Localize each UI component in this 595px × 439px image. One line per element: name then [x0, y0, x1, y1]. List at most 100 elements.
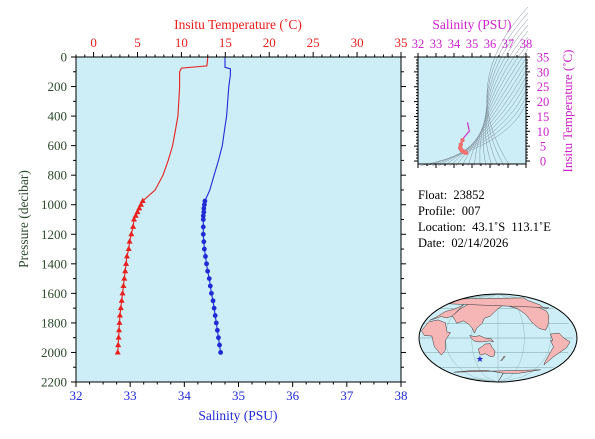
- salinity-point: [205, 268, 211, 274]
- salinity-point: [204, 261, 209, 267]
- temperature-point: [132, 212, 139, 218]
- salinity-point: [200, 224, 206, 230]
- ts-density-contour: [483, 30, 529, 167]
- ts-density-contour: [449, 66, 529, 167]
- ts-density-contour: [455, 60, 529, 167]
- pressure-tick-label: 600: [48, 138, 68, 153]
- temperature-point: [121, 275, 128, 281]
- temperature-point: [123, 260, 130, 266]
- salinity-point: [202, 198, 208, 204]
- temperature-point: [136, 205, 143, 211]
- map-border: [418, 293, 578, 383]
- temperature-point: [115, 341, 122, 348]
- map-land-maritime-se-asia: [468, 335, 495, 343]
- ts-density-contour: [485, 18, 529, 167]
- pressure-tick-label: 800: [48, 168, 68, 183]
- ts-temperature-tick-label: 5: [540, 140, 546, 154]
- world-map: ★: [418, 293, 578, 383]
- salinity-point: [218, 350, 224, 355]
- salinity-point: [216, 335, 221, 341]
- ts-salinity-tick-label: 34: [448, 37, 461, 51]
- salinity-point: [200, 231, 206, 237]
- ts-density-contour: [484, 24, 529, 167]
- salinity-tick-label: 38: [395, 388, 408, 403]
- salinity-point: [201, 202, 207, 208]
- profile-chart: 0200400600800100012001400160018002000220…: [16, 17, 408, 423]
- salinity-point: [201, 246, 207, 252]
- ts-density-contour: [479, 36, 529, 167]
- profile-value: 007: [461, 204, 481, 218]
- temperature-point: [119, 289, 126, 296]
- info-location: Location: 43.1˚S 113.1˚E: [418, 220, 551, 235]
- ts-density-contour: [461, 54, 529, 167]
- ts-density-contour: [437, 78, 529, 167]
- temperature-axis-label: Insitu Temperature (˚C): [174, 17, 302, 32]
- temperature-point: [116, 312, 123, 318]
- salinity-point: [211, 305, 217, 311]
- ts-density-contour: [443, 72, 529, 167]
- ts-salinity-axis-label: Salinity (PSU): [432, 17, 511, 32]
- ts-salinity-tick-label: 38: [520, 37, 533, 51]
- info-profile: Profile: 007: [418, 204, 481, 219]
- ts-series-layer: [458, 122, 470, 156]
- location-label: Location:: [418, 220, 466, 234]
- map-land-new-zealand: [499, 355, 506, 361]
- float-value: 23852: [453, 188, 485, 202]
- temperature-tick-label: 10: [175, 35, 188, 50]
- map-land-asia: [452, 299, 505, 334]
- profile-label: Profile:: [418, 204, 456, 218]
- ts-density-contour: [467, 48, 529, 167]
- pressure-tick-label: 2200: [41, 375, 67, 390]
- temperature-point: [115, 334, 122, 340]
- salinity-point: [217, 342, 222, 348]
- ts-temperature-axis-label: Insitu Temperature (˚C): [560, 49, 575, 172]
- ts-density-contour: [425, 90, 529, 167]
- salinity-tick-label: 34: [178, 388, 192, 403]
- ts-temperature-tick-label: 35: [537, 51, 550, 65]
- map-land-antarctica: [453, 369, 541, 382]
- ts-point: [463, 150, 469, 156]
- temperature-point: [128, 230, 135, 237]
- map-land-europe: [429, 304, 464, 321]
- ts-temperature-tick-label: 15: [537, 110, 550, 124]
- salinity-point: [200, 217, 206, 222]
- temperature-tick-label: 25: [307, 35, 320, 50]
- temperature-point: [116, 319, 123, 325]
- ts-salinity-tick-label: 37: [502, 37, 515, 51]
- pressure-tick-label: 1000: [41, 197, 67, 212]
- ts-point: [460, 138, 465, 143]
- location-value: 43.1˚S 113.1˚E: [472, 220, 551, 234]
- date-value: 02/14/2026: [451, 236, 509, 250]
- ts-temperature-tick-label: 30: [537, 65, 550, 79]
- salinity-point: [201, 206, 207, 211]
- salinity-point: [213, 320, 219, 326]
- profile-axes: 0200400600800100012001400160018002000220…: [41, 35, 408, 403]
- pressure-tick-label: 200: [48, 79, 68, 94]
- salinity-point: [207, 283, 213, 289]
- temperature-point: [134, 208, 141, 215]
- ts-salinity-tick-label: 32: [412, 37, 425, 51]
- temperature-tick-label: 20: [263, 35, 276, 50]
- salinity-point: [206, 276, 212, 281]
- date-label: Date:: [418, 236, 446, 250]
- info-date: Date: 02/14/2026: [418, 236, 508, 251]
- temperature-point: [138, 201, 144, 207]
- temperature-point: [116, 326, 123, 333]
- pressure-tick-label: 1400: [41, 256, 67, 271]
- ts-temperature-tick-label: 10: [537, 125, 550, 139]
- temperature-tick-label: 0: [90, 35, 97, 50]
- salinity-point: [201, 239, 207, 245]
- float-label: Float:: [418, 188, 448, 202]
- salinity-point: [210, 298, 216, 304]
- pressure-tick-label: 1200: [41, 227, 67, 242]
- temperature-point: [114, 349, 121, 355]
- temperature-tick-label: 35: [395, 35, 408, 50]
- pressure-tick-label: 400: [48, 109, 68, 124]
- profile-series-layer: [114, 56, 231, 355]
- pressure-tick-label: 2000: [41, 345, 67, 360]
- temperature-point: [118, 297, 125, 303]
- temperature-point: [120, 282, 127, 288]
- ts-density-contour: [486, 6, 529, 167]
- temperature-point: [130, 223, 137, 229]
